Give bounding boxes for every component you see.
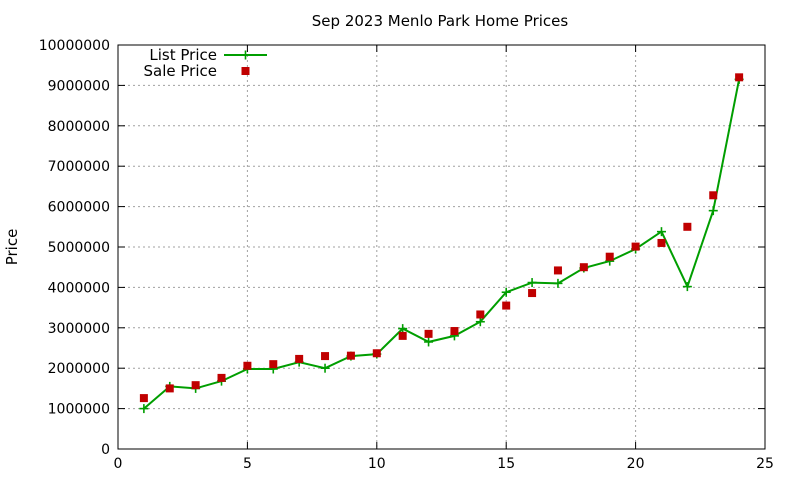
- y-tick-label: 7000000: [48, 159, 110, 175]
- y-tick-label: 2000000: [48, 361, 110, 377]
- sale-price-point: [683, 222, 692, 231]
- list-price-point: [320, 363, 330, 373]
- sale-price-point: [321, 352, 330, 361]
- sale-price-point: [528, 289, 537, 298]
- sale-price-point: [217, 373, 226, 382]
- chart-title: Sep 2023 Menlo Park Home Prices: [312, 12, 569, 30]
- axis-ticks: 0 5 10 15 20 25 0 1000000 2000000 3000000 4000000 5…: [39, 38, 774, 472]
- y-tick-label: 3000000: [48, 321, 110, 337]
- y-axis-label: Price: [3, 229, 21, 266]
- list-price-point: [656, 227, 666, 237]
- sale-price-point: [398, 331, 407, 340]
- legend-label: List Price: [149, 46, 217, 64]
- series-layer: [139, 73, 744, 414]
- y-tick-label: 6000000: [48, 200, 110, 216]
- sale-price-point: [553, 266, 562, 275]
- legend-swatch-marker: [241, 50, 250, 60]
- x-tick-label: 10: [368, 456, 386, 472]
- legend-label: Sale Price: [144, 62, 217, 80]
- series-1: [139, 73, 744, 403]
- legend-swatch-marker: [241, 67, 250, 75]
- list-price-point: [475, 317, 485, 327]
- list-price-line: [143, 79, 741, 410]
- list-price-point: [424, 337, 434, 347]
- y-tick-label: 10000000: [39, 38, 110, 54]
- x-tick-label: 25: [756, 456, 774, 472]
- sale-price-point: [295, 354, 304, 363]
- x-tick-label: 0: [114, 456, 123, 472]
- list-price-point: [501, 287, 511, 297]
- series-0: [139, 74, 744, 414]
- list-price-point: [708, 206, 718, 216]
- y-tick-label: 4000000: [48, 280, 110, 296]
- sale-price-point: [657, 238, 666, 247]
- sale-price-point: [579, 263, 588, 272]
- y-tick-label: 9000000: [48, 78, 110, 94]
- y-tick-label: 1000000: [48, 402, 110, 418]
- y-tick-label: 5000000: [48, 240, 110, 256]
- sale-price-point: [243, 361, 252, 370]
- sale-price-point: [709, 191, 718, 200]
- sale-price-point: [502, 301, 511, 310]
- sale-price-point: [269, 360, 278, 369]
- list-price-point: [553, 278, 563, 288]
- sale-price-point: [191, 381, 200, 390]
- sale-price-point: [450, 327, 459, 336]
- sale-price-point: [735, 73, 744, 82]
- list-price-point: [139, 404, 149, 414]
- x-tick-label: 5: [243, 456, 252, 472]
- sale-price-point: [165, 384, 174, 393]
- sale-price-point: [139, 394, 148, 403]
- sale-price-point: [424, 329, 433, 338]
- list-price-point: [398, 324, 408, 334]
- sale-price-point: [631, 242, 640, 251]
- sale-price-point: [372, 349, 381, 358]
- list-price-point: [527, 278, 537, 288]
- x-tick-label: 20: [627, 456, 645, 472]
- sale-price-point: [605, 252, 614, 261]
- list-price-point: [682, 282, 692, 292]
- sale-price-point: [346, 351, 355, 360]
- y-tick-label: 8000000: [48, 119, 110, 135]
- x-tick-label: 15: [497, 456, 515, 472]
- sale-price-point: [476, 310, 485, 319]
- y-tick-label: 0: [101, 442, 110, 458]
